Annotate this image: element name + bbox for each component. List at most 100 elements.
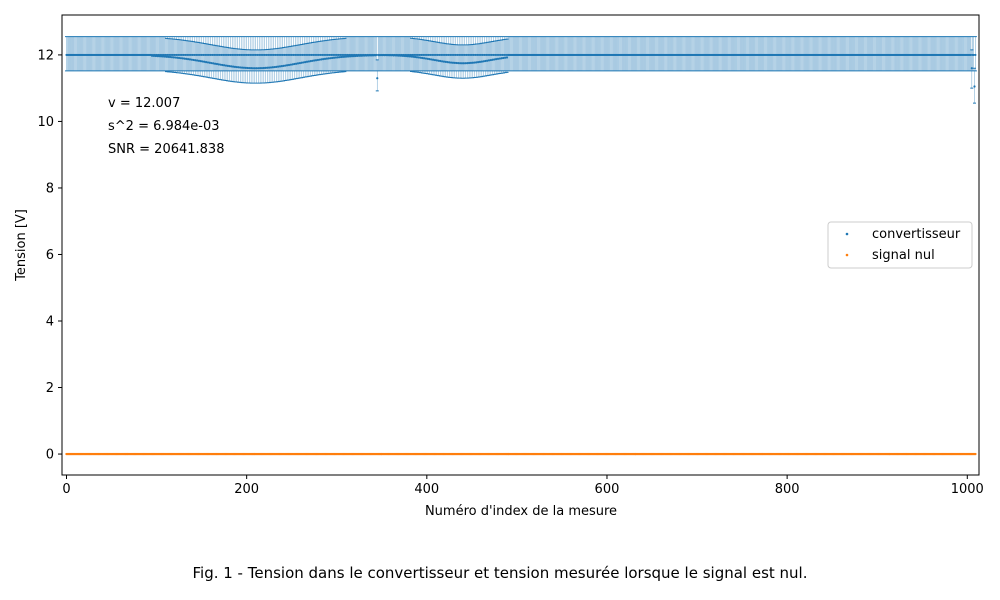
point-convertisseur — [469, 61, 473, 65]
point-convertisseur — [198, 53, 201, 57]
point-convertisseur — [300, 61, 303, 64]
point-convertisseur — [279, 53, 282, 57]
point-convertisseur — [277, 65, 280, 68]
point-convertisseur — [290, 53, 293, 57]
point-convertisseur — [463, 53, 466, 57]
series-convertisseur — [65, 53, 977, 88]
annotation-snr: SNR = 20641.838 — [108, 142, 224, 157]
point-convertisseur — [499, 53, 502, 57]
point-convertisseur — [427, 53, 430, 57]
point-convertisseur — [261, 53, 264, 57]
point-convertisseur — [298, 61, 301, 65]
point-convertisseur — [310, 53, 313, 57]
point-convertisseur — [315, 53, 319, 57]
point-convertisseur — [256, 53, 259, 57]
point-convertisseur — [498, 57, 501, 60]
point-convertisseur — [259, 53, 263, 57]
point-convertisseur — [275, 65, 278, 68]
point-convertisseur — [450, 53, 454, 57]
point-convertisseur — [281, 53, 284, 57]
point-convertisseur — [415, 56, 419, 59]
point-convertisseur — [248, 66, 251, 70]
annotation-variance: s^2 = 6.984e-03 — [108, 119, 220, 134]
point-convertisseur — [481, 53, 484, 57]
point-convertisseur — [296, 53, 299, 57]
point-convertisseur — [479, 53, 482, 57]
point-convertisseur — [453, 61, 456, 65]
point-convertisseur — [189, 53, 192, 57]
point-convertisseur — [238, 53, 241, 57]
point-convertisseur — [175, 53, 178, 57]
point-convertisseur — [317, 53, 320, 57]
point-convertisseur — [173, 53, 176, 57]
point-convertisseur — [461, 53, 464, 57]
point-convertisseur — [436, 53, 439, 57]
point-signal-nul — [974, 452, 977, 456]
point-convertisseur — [209, 53, 212, 57]
point-convertisseur — [235, 65, 238, 69]
point-convertisseur — [181, 57, 184, 60]
point-convertisseur — [227, 53, 230, 57]
point-convertisseur — [306, 53, 310, 57]
point-convertisseur — [247, 53, 250, 57]
point-convertisseur — [225, 53, 228, 57]
point-convertisseur — [500, 57, 503, 60]
point-convertisseur — [257, 67, 260, 70]
point-convertisseur — [251, 67, 255, 70]
point-convertisseur — [280, 65, 283, 68]
point-convertisseur — [269, 66, 273, 69]
point-convertisseur — [168, 53, 171, 57]
point-convertisseur — [208, 61, 211, 64]
point-convertisseur — [194, 59, 197, 62]
point-convertisseur — [422, 53, 425, 57]
point-convertisseur — [255, 67, 258, 70]
y-axis-label: Tension [V] — [14, 209, 29, 282]
point-convertisseur — [492, 53, 495, 57]
point-convertisseur — [458, 53, 461, 57]
point-convertisseur — [252, 53, 255, 57]
point-convertisseur — [501, 53, 504, 57]
point-convertisseur — [454, 53, 457, 57]
point-convertisseur — [311, 59, 314, 62]
point-convertisseur — [322, 58, 325, 61]
point-convertisseur — [414, 53, 418, 57]
point-convertisseur — [333, 53, 337, 57]
point-convertisseur — [234, 53, 237, 57]
point-convertisseur — [203, 60, 206, 63]
point-convertisseur — [185, 57, 188, 60]
point-convertisseur — [375, 53, 378, 57]
point-convertisseur — [448, 61, 451, 64]
point-convertisseur — [237, 66, 240, 69]
point-convertisseur — [309, 60, 312, 63]
point-convertisseur — [305, 60, 309, 63]
point-convertisseur — [187, 58, 190, 61]
point-convertisseur — [332, 56, 336, 59]
point-convertisseur — [437, 59, 440, 62]
point-convertisseur — [214, 62, 217, 65]
point-convertisseur — [446, 61, 449, 64]
point-convertisseur — [176, 56, 179, 59]
point-convertisseur — [312, 53, 315, 57]
point-convertisseur — [505, 56, 509, 59]
point-convertisseur — [424, 57, 428, 60]
point-convertisseur — [503, 53, 506, 57]
point-convertisseur — [414, 55, 417, 59]
point-convertisseur — [460, 62, 464, 65]
point-convertisseur — [233, 65, 237, 68]
point-convertisseur — [169, 53, 173, 57]
point-convertisseur — [286, 53, 290, 57]
point-convertisseur — [339, 53, 342, 57]
point-convertisseur — [970, 67, 973, 70]
point-convertisseur — [239, 66, 242, 69]
series-signal-nul — [65, 452, 977, 456]
point-convertisseur — [476, 53, 479, 57]
point-convertisseur — [488, 53, 491, 57]
point-convertisseur — [449, 53, 452, 57]
point-convertisseur — [438, 53, 441, 57]
point-convertisseur — [491, 58, 494, 61]
point-convertisseur — [974, 53, 977, 57]
point-convertisseur — [206, 61, 210, 64]
point-convertisseur — [341, 53, 344, 57]
point-convertisseur — [502, 56, 505, 60]
